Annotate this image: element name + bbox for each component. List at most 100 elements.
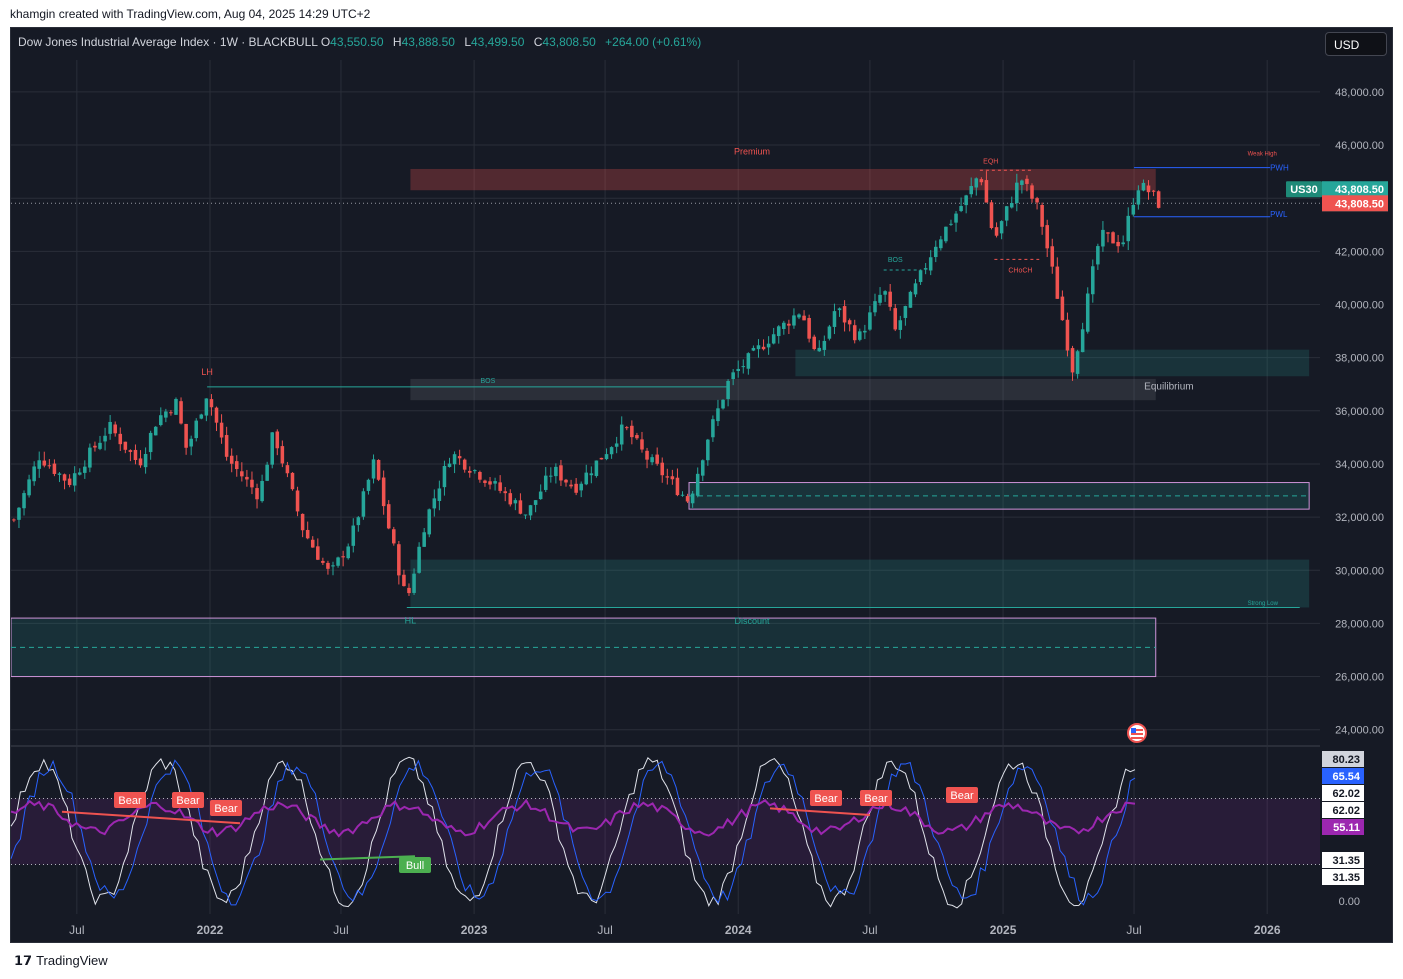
candle-body [493,481,497,484]
flag-icon[interactable] [1127,723,1147,743]
structure-label: LH [201,367,213,377]
price-tick-label: 48,000.00 [1335,87,1384,99]
candle-body [1020,180,1024,185]
time-tick-label: Jul [1126,923,1141,937]
candle-body [923,268,928,270]
candle-body [402,574,406,587]
candle-body [518,500,523,514]
signal-tag-box [860,790,892,806]
supply-demand-zones [11,168,1310,678]
candle-body [685,496,690,502]
candle-body [584,472,589,485]
time-tick-label: 2023 [461,923,488,937]
candle-body [473,470,477,472]
candle-body [295,490,300,512]
time-tick-label: 2024 [725,923,752,937]
osc-tick-label: 65.54 [1332,771,1360,783]
candle-body [1091,266,1095,295]
price-tick-label: 38,000.00 [1335,353,1384,365]
candle-body [564,479,568,483]
candle-body [138,458,143,466]
candle-body [392,529,396,544]
price-tick-label: 28,000.00 [1335,618,1384,630]
time-tick-label: 2025 [990,923,1017,937]
candle-body [305,529,310,539]
candle-body [1080,329,1085,353]
candle-body [52,463,57,474]
candle-body [77,472,82,475]
time-axis[interactable]: Jul 2022 Jul 2023 Jul 2024 Jul 2025 Jul 2026 [69,923,1281,937]
candle-series[interactable] [12,171,1161,596]
osc-tick-box [1322,751,1364,767]
close-value: 43,808.50 [542,35,596,49]
candle-body [1045,225,1049,249]
candle-body [893,308,898,330]
candle-body [280,446,285,464]
candle-body [321,560,325,563]
candle-body [346,546,350,559]
candle-body [300,513,305,531]
osc-tick-label: 80.23 [1332,754,1360,766]
candle-body [32,466,36,482]
candle-body [133,449,138,460]
candle-body [164,411,168,418]
structure-label: BOS [888,257,903,264]
candle-body [275,431,280,449]
candle-body [285,465,290,474]
price-tick-label: 30,000.00 [1335,565,1384,577]
candle-body [316,546,320,560]
zone-label: Discount [734,616,770,626]
candle-body [341,556,345,558]
candle-body [478,472,482,480]
tradingview-logo-icon: 𝟭𝟳 [14,953,33,968]
candle-body [863,330,867,333]
candle-body [260,480,264,502]
currency-button[interactable]: USD [1325,32,1387,56]
candle-body [88,447,92,468]
candle-body [787,323,791,326]
level-label: Weak High [1248,152,1277,158]
candle-body [1055,266,1060,299]
candle-body [361,491,366,517]
candle-body [174,398,178,415]
candle-body [599,457,604,460]
candle-body [619,424,624,445]
candle-body [1106,232,1110,234]
candle-body [407,587,411,594]
chart-frame[interactable] [10,27,1393,943]
candle-body [609,447,614,455]
candle-body [614,443,619,447]
candle-body [1111,232,1115,244]
candle-body [1151,190,1156,192]
bear-divergence [769,807,871,816]
time-tick-label: Jul [862,923,877,937]
zone-fvg-3 [410,559,1310,608]
candle-body [503,491,507,494]
candle-body [878,294,882,303]
candle-body [746,353,751,369]
candle-body [716,408,720,422]
osc-tick-label: 31.35 [1332,872,1360,884]
candle-body [847,320,852,325]
candle-body [928,257,933,271]
candle-body [310,539,315,548]
osc-tick-box [1322,768,1364,784]
candle-body [1025,178,1029,184]
candle-body [1121,242,1125,245]
candle-body [706,439,710,461]
price-tick-label: 24,000.00 [1335,725,1384,737]
candle-body [1035,198,1039,203]
zone-equilibrium [410,378,1156,401]
osc-tick-box [1322,819,1364,835]
candle-body [452,454,457,465]
candle-body [533,500,538,505]
candle-body [83,466,87,473]
oscillator-pane[interactable]: Bear Bear Bear Bull Bear Bear Bear 80.23 65.54 62… [10,745,1364,909]
candle-body [376,459,381,480]
candle-body [837,308,842,311]
stoch-k-line [10,756,1136,909]
chart-attribution: khamgin created with TradingView.com, Au… [10,7,371,21]
price-tick-label: 36,000.00 [1335,406,1384,418]
candle-body [635,435,639,439]
